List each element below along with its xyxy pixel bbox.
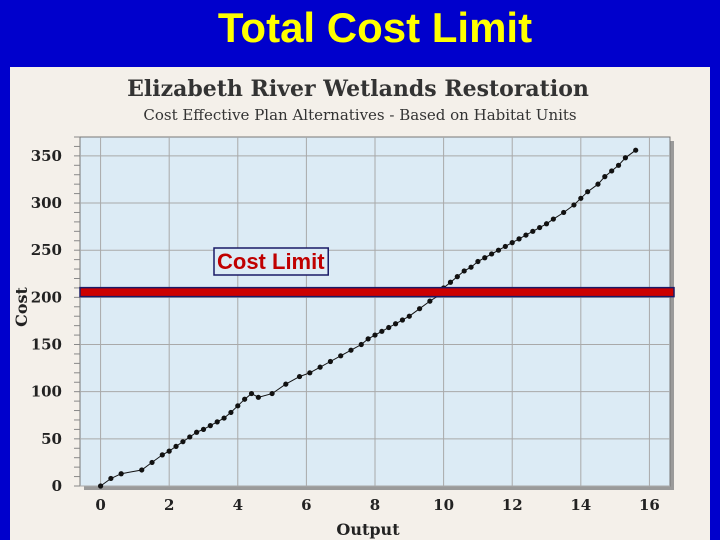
- data-point: [392, 321, 399, 327]
- data-point: [509, 240, 515, 246]
- data-point: [609, 168, 615, 174]
- data-point: [348, 347, 354, 353]
- data-point: [406, 313, 412, 319]
- data-points: [97, 147, 639, 489]
- data-point: [454, 274, 460, 280]
- data-point: [372, 332, 378, 338]
- data-point: [602, 174, 608, 180]
- data-point: [200, 426, 207, 433]
- y-tick-label: 300: [31, 194, 62, 212]
- data-point: [615, 162, 622, 168]
- scatter-chart: Elizabeth River Wetlands Restoration Cos…: [12, 76, 675, 539]
- y-tick-label: 50: [41, 430, 62, 448]
- data-point: [221, 415, 227, 421]
- data-point: [242, 396, 248, 402]
- data-point: [228, 409, 234, 416]
- x-axis-title: Output: [336, 520, 400, 539]
- data-point: [633, 147, 639, 153]
- data-point: [149, 459, 155, 466]
- data-point: [502, 243, 508, 250]
- y-tick-label: 150: [31, 336, 62, 354]
- data-point: [468, 264, 474, 270]
- data-point: [585, 189, 591, 195]
- data-point: [296, 373, 303, 380]
- chart-subtitle: Cost Effective Plan Alternatives - Based…: [143, 106, 576, 124]
- data-point: [571, 202, 577, 208]
- data-point: [269, 390, 275, 397]
- data-point: [495, 247, 502, 253]
- y-axis-title: Cost: [12, 286, 31, 326]
- data-point: [173, 443, 179, 449]
- data-point: [338, 353, 344, 359]
- data-point: [207, 423, 213, 429]
- data-point: [578, 195, 584, 201]
- data-point: [550, 216, 556, 222]
- data-point: [482, 255, 488, 261]
- data-point: [416, 306, 423, 312]
- data-point: [194, 429, 200, 435]
- chart-title: Elizabeth River Wetlands Restoration: [127, 76, 589, 102]
- data-point: [622, 155, 629, 161]
- data-point: [365, 336, 371, 342]
- grid-lines: [80, 137, 670, 487]
- data-point: [523, 232, 529, 238]
- data-point: [461, 268, 467, 274]
- data-point: [595, 181, 601, 187]
- data-point: [187, 434, 193, 440]
- data-point: [118, 471, 124, 477]
- data-point: [537, 224, 543, 231]
- data-point: [108, 475, 114, 482]
- chart-panel: Elizabeth River Wetlands Restoration Cos…: [10, 67, 710, 540]
- data-point: [255, 394, 261, 400]
- data-point: [166, 448, 172, 454]
- data-point: [427, 298, 433, 304]
- data-point: [516, 236, 522, 242]
- x-tick-label: 6: [301, 496, 311, 514]
- x-tick-label: 16: [639, 496, 660, 514]
- data-point: [139, 467, 145, 473]
- data-point: [327, 358, 334, 365]
- y-tick-label: 250: [31, 241, 62, 259]
- y-tick-label: 200: [31, 288, 62, 306]
- data-point: [399, 317, 406, 323]
- x-tick-label: 0: [95, 496, 105, 514]
- x-tick-label: 10: [433, 496, 454, 514]
- data-point: [386, 324, 392, 331]
- cost-limit-label: Cost Limit: [217, 249, 325, 274]
- data-point: [283, 381, 289, 387]
- x-tick-label: 12: [502, 496, 523, 514]
- cost-limit-line: [79, 286, 675, 298]
- x-tick-label: 2: [164, 496, 174, 514]
- cost-limit-label-box: [213, 247, 329, 276]
- y-tick-label: 350: [31, 147, 62, 165]
- data-point: [317, 364, 323, 370]
- x-tick-label: 4: [233, 496, 243, 514]
- data-point: [248, 390, 255, 397]
- x-tick-label: 8: [370, 496, 380, 514]
- data-point: [235, 403, 241, 409]
- data-point: [358, 341, 364, 348]
- data-point: [447, 279, 454, 285]
- y-tick-label: 0: [52, 477, 62, 495]
- slide-title: Total Cost Limit: [217, 4, 533, 51]
- data-point: [561, 209, 567, 216]
- data-point: [180, 439, 186, 445]
- data-point: [379, 328, 385, 334]
- data-point: [159, 452, 165, 458]
- data-point: [489, 251, 495, 257]
- data-point: [307, 370, 313, 376]
- data-point: [214, 419, 220, 425]
- y-tick-label: 100: [31, 383, 62, 401]
- x-tick-label: 14: [570, 496, 591, 514]
- data-point: [543, 221, 550, 227]
- data-point: [97, 483, 104, 489]
- data-point: [475, 258, 481, 265]
- data-point: [530, 228, 536, 234]
